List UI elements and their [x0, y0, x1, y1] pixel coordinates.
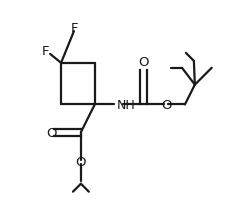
Text: O: O [46, 126, 56, 139]
Text: O: O [76, 156, 86, 169]
Text: NH: NH [117, 98, 135, 111]
Text: O: O [138, 56, 149, 69]
Text: F: F [71, 22, 79, 34]
Text: O: O [161, 98, 171, 111]
Text: F: F [41, 45, 49, 58]
